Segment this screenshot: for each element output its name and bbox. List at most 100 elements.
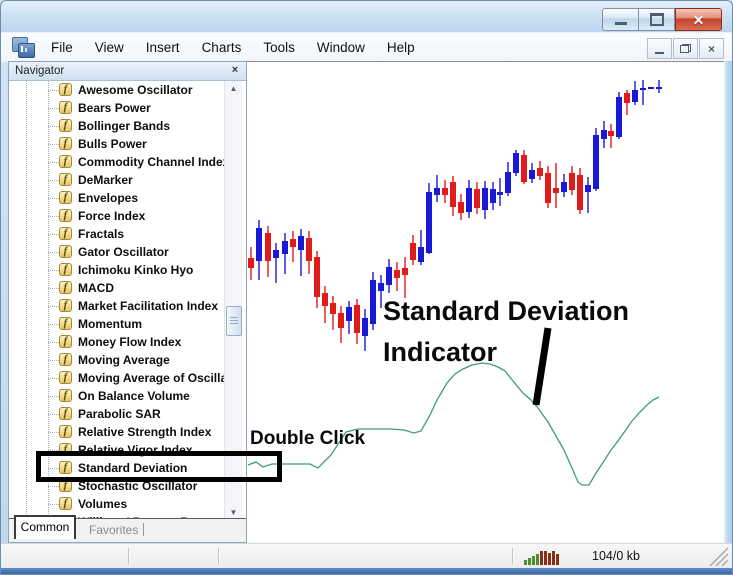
nav-item-label: Gator Oscillator (78, 245, 169, 259)
tree-connector (48, 324, 59, 325)
nav-item-macd[interactable]: f MACD (9, 279, 246, 297)
nav-item-relative-strength-index[interactable]: f Relative Strength Index (9, 423, 246, 441)
tree-connector (48, 360, 59, 361)
candle (505, 162, 511, 196)
menu-window[interactable]: Window (316, 40, 365, 55)
nav-item-label: Bears Power (78, 101, 151, 115)
navigator-scrollbar[interactable]: ▲ ▼ (224, 81, 242, 520)
candle (314, 251, 320, 308)
nav-item-demarker[interactable]: f DeMarker (9, 171, 246, 189)
mdi-restore-button[interactable] (673, 38, 698, 59)
candle (402, 257, 408, 298)
nav-item-bears-power[interactable]: f Bears Power (9, 99, 246, 117)
scrollbar-grip-icon (230, 317, 238, 325)
candle (386, 259, 392, 293)
nav-item-volumes[interactable]: f Volumes (9, 495, 246, 513)
menu-insert[interactable]: Insert (145, 40, 180, 55)
nav-item-ichimoku-kinko-hyo[interactable]: f Ichimoku Kinko Hyo (9, 261, 246, 279)
tree-connector (48, 288, 59, 289)
indicator-function-icon: f (59, 335, 72, 348)
tree-connector (48, 180, 59, 181)
nav-item-label: Bulls Power (78, 137, 147, 151)
tree-connector (48, 90, 59, 91)
nav-item-momentum[interactable]: f Momentum (9, 315, 246, 333)
navigator-list: f Awesome Oscillator f Bears Power f Bollinge… (9, 81, 246, 520)
nav-item-money-flow-index[interactable]: f Money Flow Index (9, 333, 246, 351)
menu-file[interactable]: File (51, 40, 73, 55)
highlight-box (36, 451, 282, 482)
candle (601, 121, 607, 148)
candle (569, 166, 575, 195)
scroll-up-button[interactable]: ▲ (229, 84, 238, 93)
indicator-function-icon: f (59, 461, 72, 474)
candle (290, 231, 296, 262)
menu-view[interactable]: View (94, 40, 124, 55)
scroll-down-button[interactable]: ▼ (229, 508, 238, 517)
nav-item-label: Awesome Oscillator (78, 83, 193, 97)
indicator-function-icon: f (59, 101, 72, 114)
nav-item-envelopes[interactable]: f Envelopes (9, 189, 246, 207)
nav-item-label: Relative Strength Index (78, 425, 212, 439)
nav-item-moving-average-of-oscillat[interactable]: f Moving Average of Oscillat (9, 369, 246, 387)
indicator-function-icon: f (59, 317, 72, 330)
candle (545, 166, 551, 208)
menu-bar: File View Insert Charts Tools Window Help × (0, 32, 733, 62)
candle (640, 80, 646, 105)
mdi-close-button[interactable]: × (699, 38, 724, 59)
nav-item-bulls-power[interactable]: f Bulls Power (9, 135, 246, 153)
navigator-close-button[interactable]: × (231, 64, 239, 76)
tree-connector (48, 252, 59, 253)
indicator-function-icon: f (59, 137, 72, 150)
chart-canvas[interactable] (247, 62, 724, 543)
nav-item-moving-average[interactable]: f Moving Average (9, 351, 246, 369)
app-logo-icon (12, 37, 35, 58)
candle (561, 174, 567, 197)
navigator-header[interactable]: Navigator × (9, 62, 246, 81)
menu-charts[interactable]: Charts (201, 40, 242, 55)
candle (450, 176, 456, 216)
close-button[interactable]: ✕ (675, 8, 722, 31)
mdi-close-icon: × (707, 41, 715, 56)
nav-item-force-index[interactable]: f Force Index (9, 207, 246, 225)
candle (306, 231, 312, 274)
candle (458, 194, 464, 220)
price-chart[interactable]: Standard Deviation Indicator Double Clic… (247, 61, 724, 543)
navigator-panel: Navigator × f Awesome Oscillator f Bears Po… (8, 61, 247, 543)
title-bar[interactable]: ✕ (0, 0, 733, 32)
indicator-function-icon: f (59, 155, 72, 168)
candle (354, 299, 360, 344)
candle (656, 80, 662, 93)
nav-item-awesome-oscillator[interactable]: f Awesome Oscillator (9, 81, 246, 99)
nav-item-label: Market Facilitation Index (78, 299, 219, 313)
mdi-minimize-button[interactable] (647, 38, 672, 59)
tab-favorites[interactable]: Favorites (89, 523, 139, 537)
nav-item-label: Commodity Channel Index (78, 155, 230, 169)
candle (265, 226, 271, 277)
resize-grip[interactable] (706, 547, 728, 566)
scrollbar-thumb[interactable] (226, 306, 242, 336)
nav-item-gator-oscillator[interactable]: f Gator Oscillator (9, 243, 246, 261)
nav-item-on-balance-volume[interactable]: f On Balance Volume (9, 387, 246, 405)
indicator-function-icon: f (59, 173, 72, 186)
indicator-function-icon: f (59, 263, 72, 276)
nav-item-commodity-channel-index[interactable]: f Commodity Channel Index (9, 153, 246, 171)
candle (474, 182, 480, 214)
indicator-function-icon: f (59, 83, 72, 96)
menu-tools[interactable]: Tools (263, 40, 295, 55)
nav-item-fractals[interactable]: f Fractals (9, 225, 246, 243)
mdi-window-controls: × (647, 38, 724, 59)
nav-item-standard-deviation[interactable]: f Standard Deviation (9, 459, 246, 477)
indicator-function-icon: f (59, 389, 72, 402)
minimize-button[interactable] (602, 8, 638, 31)
nav-item-market-facilitation-index[interactable]: f Market Facilitation Index (9, 297, 246, 315)
nav-item-parabolic-sar[interactable]: f Parabolic SAR (9, 405, 246, 423)
candle (490, 182, 496, 210)
menu-help[interactable]: Help (386, 40, 415, 55)
tab-common[interactable]: Common (14, 515, 76, 539)
tab-divider (143, 523, 144, 536)
nav-item-bollinger-bands[interactable]: f Bollinger Bands (9, 117, 246, 135)
candle (513, 150, 519, 176)
maximize-button[interactable] (638, 8, 675, 31)
status-bar: 104/0 kb (0, 543, 733, 569)
mdi-restore-icon (680, 44, 691, 53)
